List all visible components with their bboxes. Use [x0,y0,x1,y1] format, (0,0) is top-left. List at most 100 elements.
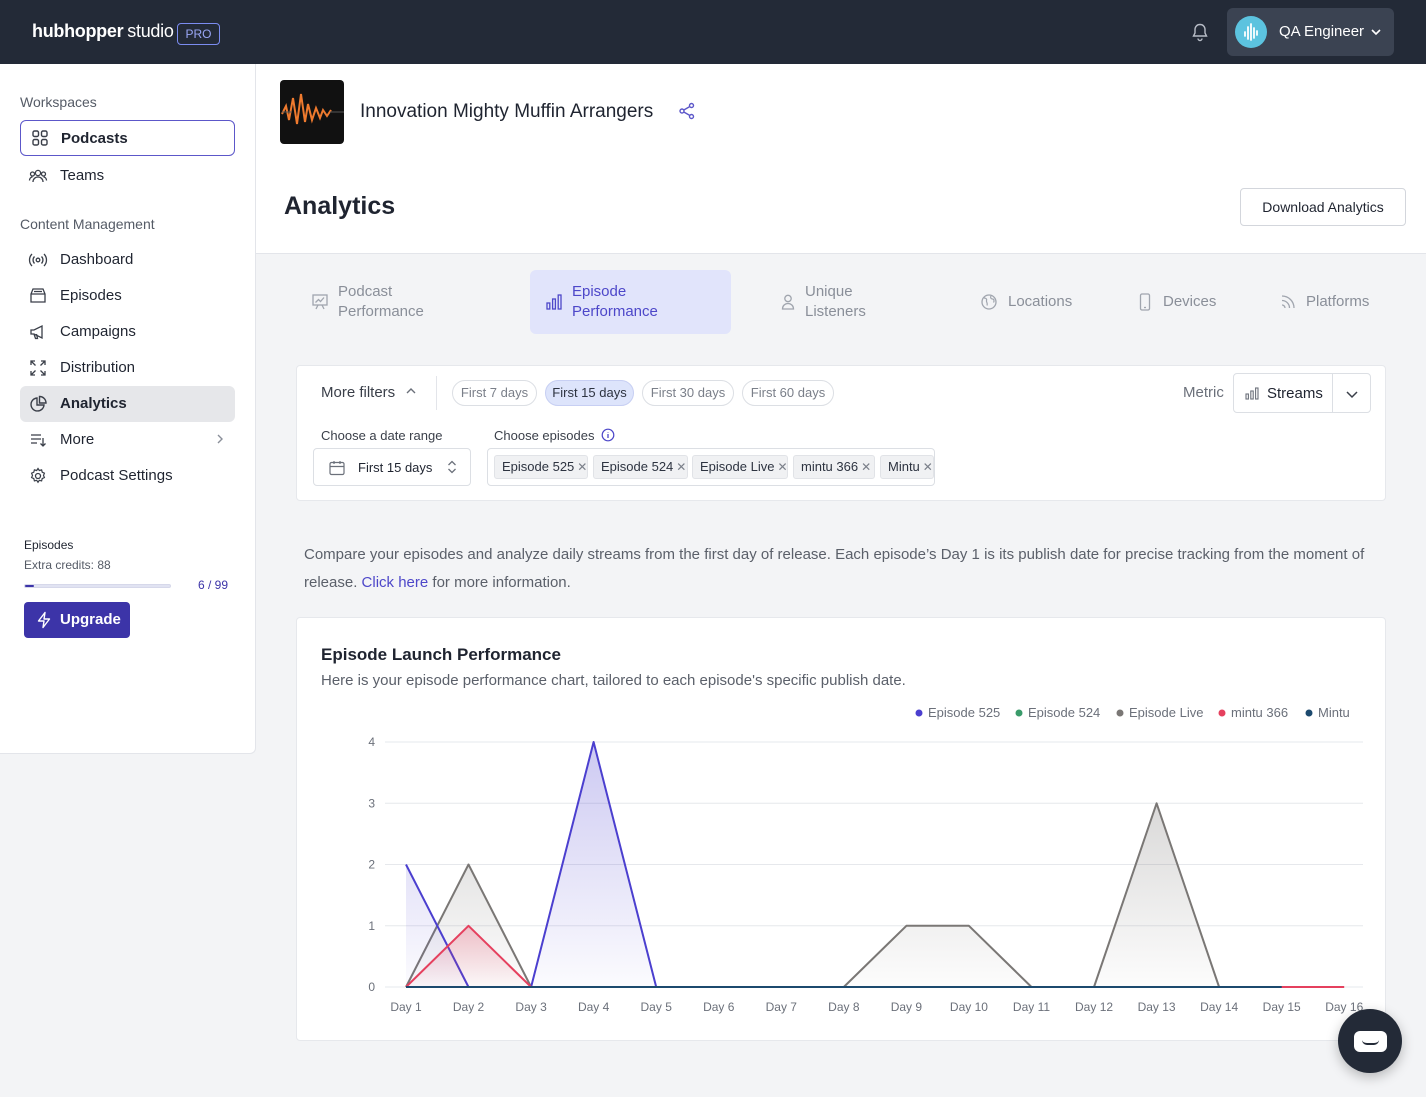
remove-tag-icon[interactable]: ✕ [676,460,687,474]
episode-tag: Episode Live ✕ [692,455,788,479]
sidebar-item-dashboard[interactable]: Dashboard [20,242,235,278]
sidebar-item-label: More [60,431,95,448]
tab-episode-performance[interactable]: Episode Performance [530,270,731,334]
x-tick-label: Day 16 [1325,1000,1363,1014]
episode-tag: Episode 525 ✕ [494,455,588,479]
more-filters-label: More filters [321,384,396,401]
tab-label: Listeners [805,303,866,320]
tab-platforms[interactable]: Platforms [1268,270,1388,334]
y-tick-label: 3 [368,796,375,810]
sidebar-item-distribution[interactable]: Distribution [20,350,235,386]
pie-chart-icon [30,395,47,412]
grid-icon [32,130,48,146]
x-tick-label: Day 8 [828,1000,860,1014]
workspaces-title: Workspaces [20,94,97,110]
series-area-episode-525 [406,742,1220,987]
y-tick-label: 0 [368,980,375,994]
brand-logo[interactable]: hubhopper studio [32,21,174,41]
tab-podcast-performance[interactable]: Podcast Performance [296,270,496,334]
click-here-link[interactable]: Click here [361,574,429,591]
date-range-select[interactable]: First 15 days [313,448,471,486]
credits-progress-bar [24,584,171,588]
metric-select[interactable]: Streams [1233,373,1371,413]
share-icon[interactable] [678,102,696,120]
more-filters-toggle[interactable]: More filters [321,384,417,401]
page-title: Analytics [284,192,396,220]
mobile-icon [1139,293,1151,311]
sidebar-item-teams[interactable]: Teams [20,158,235,194]
chip-first-60-days[interactable]: First 60 days [742,380,834,406]
user-icon [781,294,795,310]
date-range-label: Choose a date range [321,428,443,443]
y-tick-label: 2 [368,858,375,872]
tab-devices[interactable]: Devices [1126,270,1236,334]
episode-tag-label: Episode 525 [502,459,575,474]
sidebar-item-more[interactable]: More [20,422,235,458]
y-tick-label: 1 [368,919,375,933]
chip-first-30-days[interactable]: First 30 days [642,380,734,406]
x-tick-label: Day 9 [891,1000,923,1014]
x-tick-label: Day 13 [1138,1000,1176,1014]
sidebar-item-podcast-settings[interactable]: Podcast Settings [20,458,235,494]
bar-chart-icon [1245,387,1259,400]
x-tick-label: Day 4 [578,1000,610,1014]
top-bar: hubhopper studio PRO QA Engineer [0,0,1426,64]
episode-tag-label: mintu 366 [801,459,859,474]
bell-icon[interactable] [1190,22,1210,42]
remove-tag-icon[interactable]: ✕ [861,460,872,474]
chat-widget-button[interactable] [1338,1009,1402,1073]
episodes-label: Choose episodes [494,428,615,443]
tab-label: Podcast [338,283,393,300]
chart-card: Episode Launch Performance Here is your … [296,617,1386,1041]
user-menu[interactable]: QA Engineer [1227,8,1394,56]
tab-label: Unique [805,283,853,300]
tab-locations[interactable]: Locations [968,270,1088,334]
series-area-episode-live [406,803,1220,987]
series-area-mintu-366 [406,925,1345,987]
chart-title: Episode Launch Performance [321,645,561,664]
episode-tag-label: Episode 524 [601,459,674,474]
episode-tag-label: Mintu [888,459,920,474]
content-management-title: Content Management [20,216,155,232]
series-line-episode-live [405,802,1221,988]
sidebar-item-analytics[interactable]: Analytics [20,386,235,422]
upgrade-label: Upgrade [60,611,121,628]
description-text: Compare your episodes and analyze daily … [304,546,1365,591]
chevron-down-icon [1371,29,1381,36]
legend-marker [1218,709,1226,717]
credits-title: Episodes [24,538,74,552]
episode-launch-chart: 0 1 2 3 4 Day 1 Day 2 Day 3 Day 4 Day 5 Day 6 Day 7… [368,705,1363,1014]
chip-first-7-days[interactable]: First 7 days [452,380,537,406]
legend-label: Mintu [1318,705,1350,720]
tab-unique-listeners[interactable]: Unique Listeners [766,270,936,334]
sort-icon [448,460,456,474]
upgrade-button[interactable]: Upgrade [24,602,130,638]
sidebar-item-label: Episodes [60,287,122,304]
episode-tag: Mintu ✕ [880,455,934,479]
calendar-icon [329,461,345,476]
chevron-down-icon[interactable] [1344,386,1360,402]
remove-tag-icon[interactable]: ✕ [922,460,933,474]
sidebar-item-podcasts[interactable]: Podcasts [20,120,235,156]
legend-label: Episode Live [1129,705,1203,720]
sidebar-item-label: Teams [60,167,105,184]
inbox-icon [30,288,46,303]
credits-progress-fill [25,585,34,587]
remove-tag-icon[interactable]: ✕ [577,460,588,474]
sidebar-item-episodes[interactable]: Episodes [20,278,235,314]
analytics-description: Compare your episodes and analyze daily … [304,541,1384,597]
remove-tag-icon[interactable]: ✕ [777,460,788,474]
info-icon[interactable] [601,428,615,442]
download-analytics-button[interactable]: Download Analytics [1240,188,1406,226]
lightning-icon [37,611,51,629]
episodes-multiselect[interactable]: Episode 525 ✕ Episode 524 ✕ Episode Live ✕ … [487,448,935,486]
pro-badge: PRO [177,23,220,45]
tab-label: Platforms [1306,293,1370,310]
page-header: Innovation Mighty Muffin Arrangers Analy… [256,64,1426,254]
tab-label: Performance [338,303,424,320]
episodes-label-text: Choose episodes [494,428,595,443]
broadcast-icon [28,253,48,267]
divider [436,376,437,410]
chip-first-15-days[interactable]: First 15 days [545,380,634,406]
sidebar-item-campaigns[interactable]: Campaigns [20,314,235,350]
